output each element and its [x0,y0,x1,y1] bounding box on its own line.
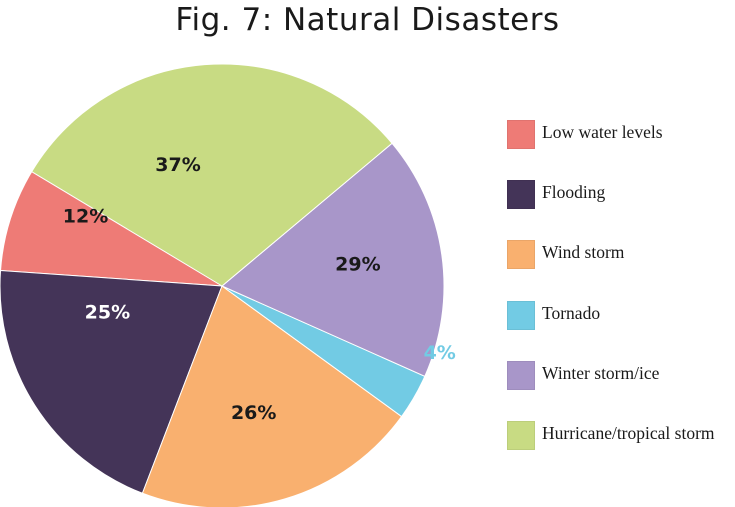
slice-label-hurricane-tropical-storm: 37% [155,154,200,176]
slice-label-flooding: 25% [85,302,130,324]
legend-item: Low water levels [507,116,735,176]
slice-label-wind-storm: 26% [231,402,276,424]
legend-swatch [507,300,535,330]
legend-item: Wind storm [507,236,735,296]
slice-label-low-water-levels: 12% [63,206,108,228]
legend-label: Wind storm [542,242,625,263]
legend-label: Low water levels [542,122,663,142]
legend-swatch [507,360,535,390]
legend-item: Flooding [507,176,735,236]
slice-label-tornado: 4% [424,342,456,364]
pie-slice-hurricane-tropical-storm [31,63,393,287]
legend-label: Tornado [542,302,601,323]
legend-swatch [507,120,535,149]
legend-label: Hurricane/tropical storm [542,422,715,443]
legend-swatch [507,420,535,450]
legend-item: Winter storm/ice [507,357,735,417]
legend-label: Flooding [542,182,606,203]
pie-slice-winter-storm-ice [221,142,445,377]
legend-item: Tornado [507,297,735,357]
pie-slices [0,63,445,507]
legend-item: Hurricane/tropical storm [507,417,735,477]
chart-title: Fig. 7: Natural Disasters [175,2,560,38]
pie-slice-labels: 12% 25% 26% 4% 29% 37% [63,154,456,424]
slice-label-winter-storm-ice: 29% [335,254,380,276]
pie-slice-wind-storm [141,285,403,507]
legend: Low water levels Flooding Wind storm Tornad… [507,116,735,477]
pie-slice-flooding [0,269,223,494]
legend-label: Winter storm/ice [542,362,660,383]
legend-swatch [507,180,535,210]
legend-swatch [507,240,535,270]
